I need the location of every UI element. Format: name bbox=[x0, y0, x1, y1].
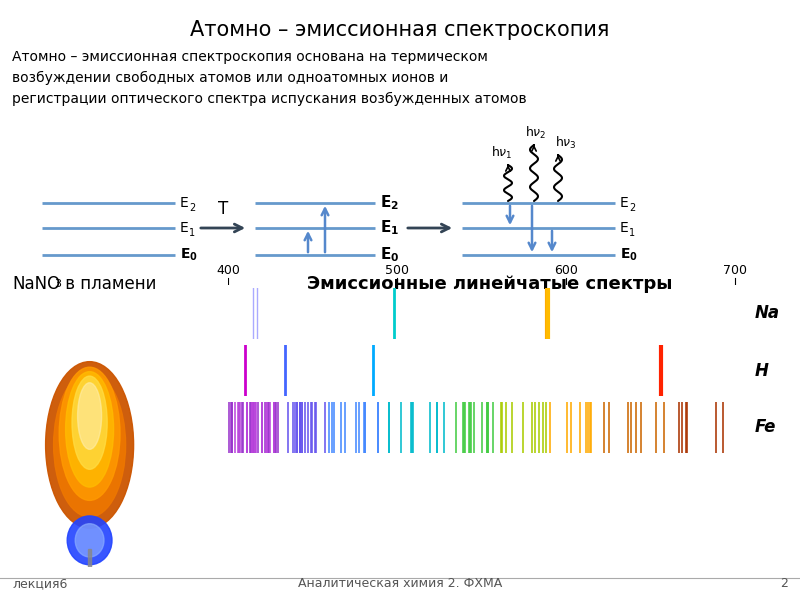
Text: Аналитическая химия 2. ФХМА: Аналитическая химия 2. ФХМА bbox=[298, 577, 502, 590]
Text: 600: 600 bbox=[554, 264, 578, 277]
Ellipse shape bbox=[66, 371, 114, 487]
Text: Fe: Fe bbox=[754, 419, 776, 437]
Text: H: H bbox=[754, 361, 769, 379]
Text: $\mathbf{E_1}$: $\mathbf{E_1}$ bbox=[380, 218, 399, 238]
Text: Атомно – эмиссионная спектроскопия основана на термическом
возбуждении свободных: Атомно – эмиссионная спектроскопия основ… bbox=[12, 50, 526, 106]
Text: E: E bbox=[620, 221, 629, 235]
Ellipse shape bbox=[59, 367, 120, 500]
Text: 400: 400 bbox=[216, 264, 240, 277]
Ellipse shape bbox=[75, 524, 104, 557]
Text: 2: 2 bbox=[629, 203, 635, 213]
FancyArrow shape bbox=[88, 549, 91, 567]
Text: лекция6: лекция6 bbox=[12, 577, 67, 590]
Text: Na: Na bbox=[754, 304, 780, 323]
Text: h$\nu_3$: h$\nu_3$ bbox=[555, 135, 577, 151]
Ellipse shape bbox=[78, 383, 102, 449]
Ellipse shape bbox=[72, 376, 107, 469]
Text: $\mathbf{E_0}$: $\mathbf{E_0}$ bbox=[620, 247, 638, 263]
Ellipse shape bbox=[54, 373, 126, 517]
Text: E: E bbox=[620, 196, 629, 210]
Text: T: T bbox=[218, 200, 228, 218]
Text: $\mathbf{E_0}$: $\mathbf{E_0}$ bbox=[380, 245, 399, 265]
Text: 500: 500 bbox=[385, 264, 409, 277]
Text: Эмиссионные линейчатые спектры: Эмиссионные линейчатые спектры bbox=[307, 275, 673, 293]
Text: 1: 1 bbox=[629, 228, 635, 238]
Text: $\mathbf{E_0}$: $\mathbf{E_0}$ bbox=[180, 247, 198, 263]
Text: 1: 1 bbox=[189, 228, 195, 238]
Text: 2: 2 bbox=[189, 203, 195, 213]
Text: h$\nu_1$: h$\nu_1$ bbox=[491, 145, 513, 161]
Text: E: E bbox=[180, 221, 189, 235]
Ellipse shape bbox=[46, 362, 134, 528]
Text: E: E bbox=[180, 196, 189, 210]
Text: NaNO: NaNO bbox=[12, 275, 60, 293]
Text: 700: 700 bbox=[723, 264, 747, 277]
Text: $\mathbf{E_2}$: $\mathbf{E_2}$ bbox=[380, 194, 399, 212]
Ellipse shape bbox=[67, 516, 112, 565]
Text: в пламени: в пламени bbox=[60, 275, 156, 293]
Text: Атомно – эмиссионная спектроскопия: Атомно – эмиссионная спектроскопия bbox=[190, 20, 610, 40]
Text: h$\nu_2$: h$\nu_2$ bbox=[526, 125, 546, 141]
Text: 3: 3 bbox=[54, 279, 61, 289]
Text: 2: 2 bbox=[780, 577, 788, 590]
